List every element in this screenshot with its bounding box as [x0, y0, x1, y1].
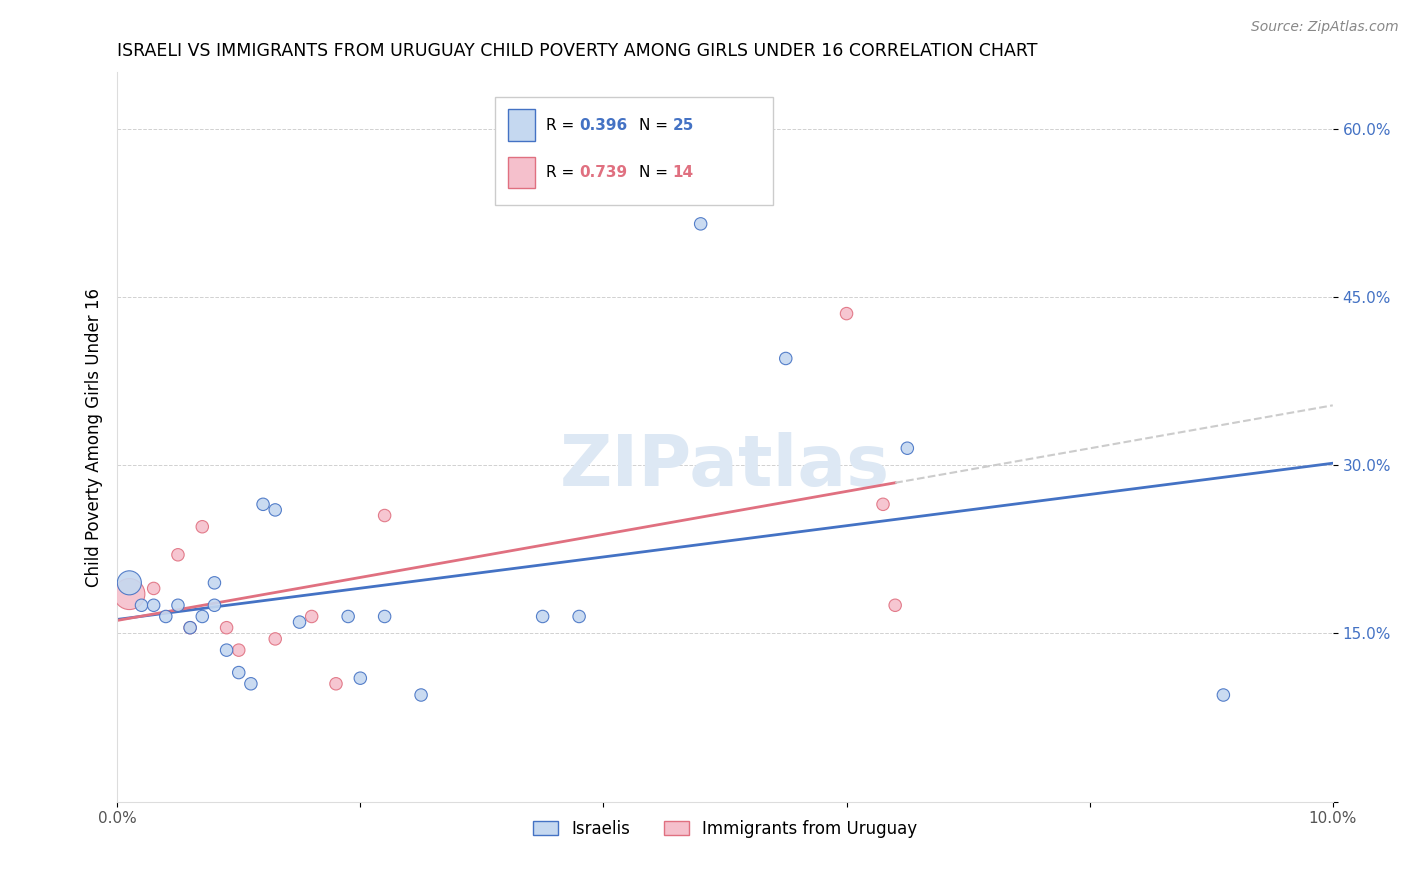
- Point: [896, 441, 918, 455]
- Point: [191, 520, 214, 534]
- Point: [349, 671, 371, 685]
- Legend: Israelis, Immigrants from Uruguay: Israelis, Immigrants from Uruguay: [526, 813, 924, 845]
- Point: [884, 599, 907, 613]
- Point: [775, 351, 797, 366]
- Point: [179, 621, 201, 635]
- Point: [167, 548, 190, 562]
- Point: [142, 582, 165, 596]
- Point: [374, 508, 396, 523]
- Point: [872, 497, 894, 511]
- Point: [228, 643, 250, 657]
- Point: [301, 609, 323, 624]
- Point: [155, 609, 177, 624]
- Point: [142, 599, 165, 613]
- Point: [409, 688, 432, 702]
- Point: [215, 621, 238, 635]
- Point: [835, 307, 858, 321]
- Point: [531, 609, 554, 624]
- Point: [191, 609, 214, 624]
- Text: Source: ZipAtlas.com: Source: ZipAtlas.com: [1251, 20, 1399, 34]
- Point: [264, 503, 287, 517]
- Point: [228, 665, 250, 680]
- Point: [1212, 688, 1234, 702]
- Text: ISRAELI VS IMMIGRANTS FROM URUGUAY CHILD POVERTY AMONG GIRLS UNDER 16 CORRELATIO: ISRAELI VS IMMIGRANTS FROM URUGUAY CHILD…: [117, 42, 1038, 60]
- Point: [374, 609, 396, 624]
- Point: [325, 677, 347, 691]
- Point: [118, 587, 141, 601]
- Point: [252, 497, 274, 511]
- Point: [215, 643, 238, 657]
- Point: [288, 615, 311, 629]
- Point: [204, 575, 226, 590]
- Point: [118, 575, 141, 590]
- Point: [239, 677, 262, 691]
- Point: [689, 217, 711, 231]
- Point: [568, 609, 591, 624]
- Point: [179, 621, 201, 635]
- Point: [337, 609, 360, 624]
- Point: [204, 599, 226, 613]
- Point: [131, 599, 153, 613]
- Point: [264, 632, 287, 646]
- Point: [167, 599, 190, 613]
- Text: ZIPatlas: ZIPatlas: [560, 432, 890, 500]
- Y-axis label: Child Poverty Among Girls Under 16: Child Poverty Among Girls Under 16: [86, 287, 103, 587]
